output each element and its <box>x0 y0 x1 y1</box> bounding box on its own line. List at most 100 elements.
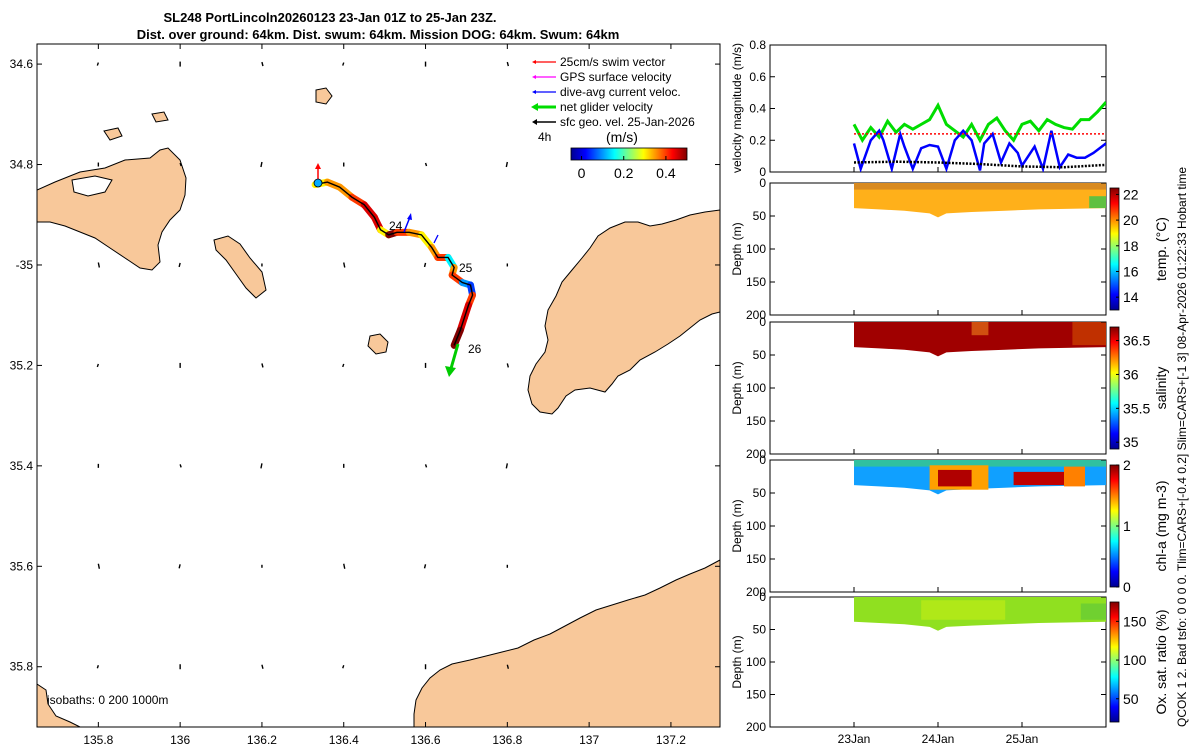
oxygen-section-colorbar-label: Ox. sat. ratio (%) <box>1153 609 1169 714</box>
geostrophic-vector <box>506 664 510 669</box>
geostrophic-vector <box>260 161 263 168</box>
temperature-section-colorbar-tick-label: 22 <box>1123 186 1139 202</box>
sal-patch <box>971 322 989 336</box>
salinity-section-field <box>854 322 1106 357</box>
map-panel: 135.8 136 136.2 136.4 136.6 136.8 137 137.2 34.… <box>10 43 721 747</box>
oxygen-section-y-tick-label: 100 <box>746 655 766 669</box>
geostrophic-vector <box>179 464 182 468</box>
land-kangaroo-island <box>413 559 720 727</box>
geostrophic-vector <box>506 61 510 67</box>
temperature-section-field <box>854 183 1106 218</box>
chlorophyll-section: 0 50 100 150 200 Depth (m) 0 1 2 chl-a (mg m-3) <box>730 453 1169 599</box>
legend-entry-net: net glider velocity <box>531 100 653 114</box>
temperature-section-y-tick-label: 0 <box>759 176 766 190</box>
chl-max-core <box>938 469 972 487</box>
temperature-section-colorbar-tick-label: 14 <box>1123 289 1139 305</box>
velocity-series-sfc-geo-vel- <box>853 160 1106 169</box>
geostrophic-vector <box>342 62 345 66</box>
map-x-tick-label: 137.2 <box>656 733 686 747</box>
oxygen-section-y-tick-label: 200 <box>746 720 766 734</box>
land-masses <box>37 87 720 727</box>
chlorophyll-section-y-tick-label: 100 <box>746 519 766 533</box>
salinity-section-colorbar-tick-label: 36.5 <box>1123 333 1150 349</box>
chl-max-core <box>1013 471 1064 486</box>
legend-colorbar-label: (m/s) <box>606 129 638 145</box>
velocity-y-tick-label: 0.8 <box>749 38 766 52</box>
svg-text:net glider velocity: net glider velocity <box>560 100 653 114</box>
legend-entry-swim: 25cm/s swim vector <box>532 55 665 69</box>
temperature-section-colorbar-label: temp. (°C) <box>1153 217 1169 281</box>
oxygen-section-colorbar-tick-label: 100 <box>1123 652 1147 668</box>
salinity-section-colorbar-tick-label: 35.5 <box>1123 400 1150 416</box>
velocity-y-tick-label: 0.2 <box>749 133 766 147</box>
map-x-tick-label: 135.8 <box>83 733 113 747</box>
geostrophic-vector <box>261 664 264 669</box>
geostrophic-vector <box>505 463 509 469</box>
geostrophic-vector <box>261 363 264 368</box>
legend-entry-sfc: sfc geo. vel. 25-Jan-2026 <box>532 115 695 129</box>
start-swim-vector <box>313 163 323 188</box>
chl-surface <box>854 460 1106 467</box>
ox-patch <box>1080 603 1106 620</box>
temp-surface-layer <box>854 183 1106 190</box>
velocity-panel: 0 0.2 0.4 0.6 0.8 velocity magnitude (m/s) <box>730 38 1107 179</box>
chlorophyll-section-y-tick-label: 0 <box>759 453 766 467</box>
salinity-section-colorbar-tick-label: 35 <box>1123 434 1139 450</box>
map-y-axis: 34.6 34.8 -35 35.2 35.4 35.6 35.8 <box>10 57 720 674</box>
svg-text:dive-avg current veloc.: dive-avg current veloc. <box>560 85 681 99</box>
isobath-label: isobaths: 0 200 1000m <box>47 693 168 707</box>
velocity-series-net-glider-velocity <box>852 101 1106 144</box>
temperature-section-y-tick-label: 200 <box>746 308 766 322</box>
salinity-section-y-tick-label: 100 <box>746 381 766 395</box>
velocity-series-dive-avg-current-veloc- <box>852 128 1106 172</box>
velocity-ylabel: velocity magnitude (m/s) <box>730 43 744 173</box>
geostrophic-vector <box>178 564 181 569</box>
chlorophyll-section-y-tick-label: 150 <box>746 552 766 566</box>
ox-patch <box>921 600 1006 620</box>
chl-patch <box>1064 466 1085 487</box>
geostrophic-vector <box>260 463 263 469</box>
map-legend: 25cm/s swim vector GPS surface velocity … <box>531 55 695 181</box>
map-y-tick-label: 35.8 <box>10 660 34 674</box>
speed-colorbar-tick-label: 0 <box>578 165 586 181</box>
oxygen-section-y-tick-label: 150 <box>746 688 766 702</box>
geostrophic-vector <box>343 262 346 268</box>
svg-text:sfc geo. vel. 25-Jan-2026: sfc geo. vel. 25-Jan-2026 <box>560 115 695 129</box>
chlorophyll-section-colorbar-tick-label: 0 <box>1123 579 1131 595</box>
geostrophic-vector-field <box>96 61 510 670</box>
day-label-25: 25 <box>459 261 473 275</box>
oxygen-section-y-tick-label: 0 <box>759 590 766 604</box>
salinity-section-y-tick-label: 200 <box>746 447 766 461</box>
speed-colorbar-ticks: 0 0.2 0.4 <box>578 156 676 181</box>
temperature-section-colorbar-tick-label: 18 <box>1123 238 1139 254</box>
velocity-y-tick-label: 0.4 <box>749 102 766 116</box>
velocity-series <box>852 101 1106 172</box>
geostrophic-vector <box>424 162 428 167</box>
chlorophyll-section-ylabel: Depth (m) <box>730 499 744 552</box>
temperature-section-ylabel: Depth (m) <box>730 222 744 275</box>
time-axis: 23Jan 24Jan 25Jan <box>838 732 1039 746</box>
map-x-tick-label: 136.4 <box>329 733 359 747</box>
temperature-section-colorbar-tick-label: 16 <box>1123 263 1139 279</box>
geostrophic-vector <box>96 363 100 368</box>
geostrophic-vector <box>342 665 345 669</box>
land-yorke-peninsula <box>527 209 720 415</box>
speed-colorbar-tick-label: 0.4 <box>656 165 676 181</box>
geostrophic-vector <box>424 464 428 468</box>
oxygen-section-colorbar-tick-label: 50 <box>1123 691 1139 707</box>
salinity-section-y-tick-label: 0 <box>759 315 766 329</box>
oxygen-section-colorbar-tick-label: 150 <box>1123 613 1147 629</box>
geostrophic-vector <box>261 61 264 67</box>
map-y-tick-label: 35.2 <box>10 358 34 372</box>
salinity-section-colorbar <box>1109 326 1120 450</box>
temperature-section-y-tick-label: 100 <box>746 242 766 256</box>
temp-cool-patch <box>1089 196 1106 209</box>
net-glider-velocity-arrow <box>445 343 460 377</box>
map-y-tick-label: -35 <box>16 258 34 272</box>
svg-text:25cm/s swim vector: 25cm/s swim vector <box>560 55 665 69</box>
geostrophic-vector <box>343 563 346 569</box>
temperature-section-y-tick-label: 150 <box>746 275 766 289</box>
map-y-tick-label: 34.8 <box>10 158 34 172</box>
